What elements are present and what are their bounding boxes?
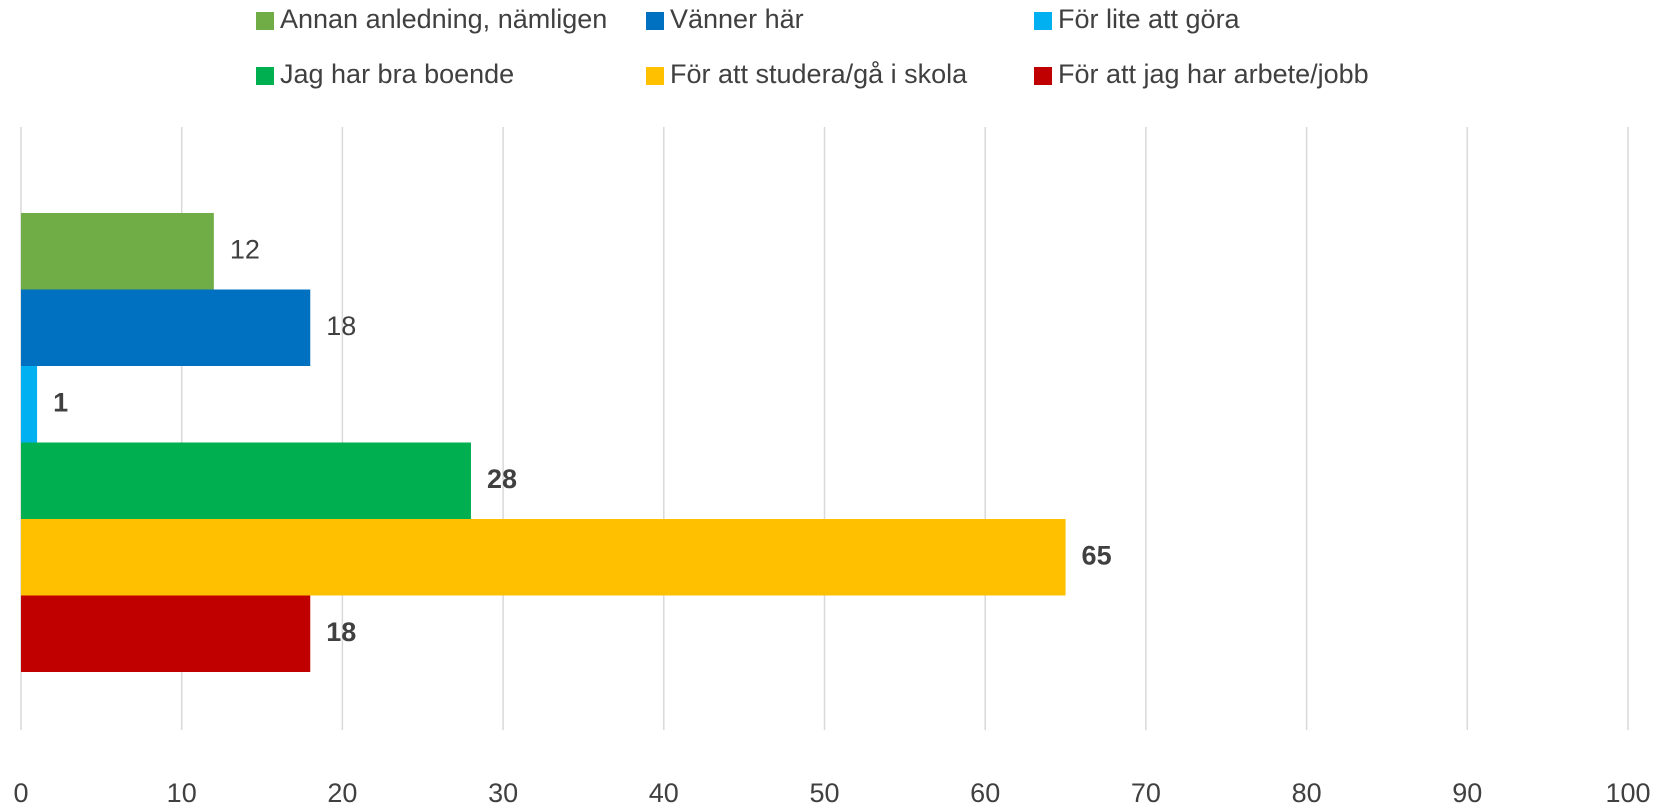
legend-label: För att jag har arbete/jobb (1058, 59, 1369, 89)
legend-swatch (646, 12, 664, 30)
legend-label: Jag har bra boende (280, 59, 514, 89)
x-tick-label: 10 (167, 778, 197, 808)
legend-swatch (256, 67, 274, 85)
legend-label: För att studera/gå i skola (670, 59, 968, 89)
data-label: 18 (326, 311, 356, 341)
x-tick-label: 70 (1131, 778, 1161, 808)
x-tick-label: 30 (488, 778, 518, 808)
x-tick-label: 20 (327, 778, 357, 808)
x-tick-label: 60 (970, 778, 1000, 808)
bar (21, 213, 214, 290)
x-tick-label: 50 (809, 778, 839, 808)
bar (21, 519, 1066, 596)
bar (21, 595, 311, 672)
legend-label: Annan anledning, nämligen (280, 4, 607, 34)
data-label: 65 (1082, 540, 1112, 570)
legend-swatch (1034, 12, 1052, 30)
bar (21, 442, 471, 519)
data-label: 18 (326, 617, 356, 647)
bar (21, 366, 38, 443)
data-label: 12 (230, 234, 260, 264)
legend-swatch (1034, 67, 1052, 85)
data-label: 28 (487, 464, 517, 494)
bar (21, 289, 311, 366)
x-tick-label: 0 (13, 778, 28, 808)
data-label: 1 (53, 387, 68, 417)
legend-label: Vänner här (670, 4, 804, 34)
x-tick-label: 100 (1605, 778, 1650, 808)
x-tick-label: 90 (1452, 778, 1482, 808)
x-tick-label: 80 (1292, 778, 1322, 808)
legend-label: För lite att göra (1058, 4, 1241, 34)
x-tick-label: 40 (649, 778, 679, 808)
legend-swatch (256, 12, 274, 30)
legend-swatch (646, 67, 664, 85)
